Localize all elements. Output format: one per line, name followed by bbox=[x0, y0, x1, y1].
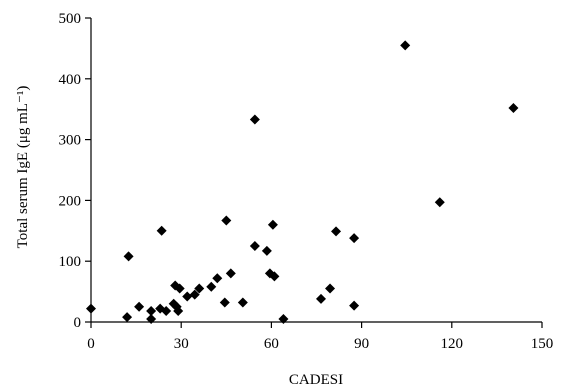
data-point bbox=[86, 303, 96, 314]
y-tick-label: 100 bbox=[59, 254, 82, 270]
data-point bbox=[122, 312, 133, 323]
data-point bbox=[249, 114, 260, 125]
x-axis-title: CADESI bbox=[289, 372, 343, 388]
y-tick-label: 300 bbox=[59, 133, 82, 149]
data-point bbox=[189, 289, 200, 300]
data-point bbox=[146, 313, 157, 324]
data-point bbox=[182, 291, 193, 302]
data-point bbox=[194, 283, 205, 294]
data-point bbox=[267, 219, 278, 230]
y-tick-label: 500 bbox=[59, 11, 82, 27]
y-axis-title: Total serum IgE (μg mL⁻¹) bbox=[15, 86, 31, 249]
data-point bbox=[278, 313, 289, 324]
data-point bbox=[349, 233, 360, 244]
x-tick-label: 60 bbox=[264, 336, 279, 352]
x-tick-label: 150 bbox=[531, 336, 554, 352]
x-tick-label: 120 bbox=[441, 336, 464, 352]
data-point bbox=[249, 241, 260, 251]
data-point bbox=[212, 273, 223, 284]
data-point bbox=[434, 197, 445, 208]
data-point bbox=[325, 283, 336, 294]
y-tick-label: 200 bbox=[59, 193, 82, 209]
data-point bbox=[173, 306, 184, 317]
data-point bbox=[261, 245, 272, 256]
data-point bbox=[134, 301, 145, 312]
data-point bbox=[174, 283, 185, 294]
y-tick-label: 0 bbox=[74, 315, 82, 331]
data-point bbox=[349, 300, 360, 311]
data-point bbox=[221, 215, 232, 226]
data-point bbox=[237, 297, 248, 308]
x-tick-label: 0 bbox=[87, 336, 95, 352]
axes: 0 30 60 90 120 150 0 100 200 300 400 500 bbox=[59, 11, 554, 352]
data-point bbox=[161, 306, 172, 317]
data-point bbox=[219, 297, 230, 308]
data-point bbox=[331, 226, 342, 237]
data-points bbox=[86, 40, 519, 324]
data-point bbox=[225, 268, 236, 279]
data-point bbox=[269, 271, 280, 282]
y-tick-label: 400 bbox=[59, 72, 82, 88]
data-point bbox=[146, 306, 157, 317]
x-tick-label: 30 bbox=[174, 336, 189, 352]
x-tick-label: 90 bbox=[354, 336, 369, 352]
data-point bbox=[508, 102, 519, 113]
data-point bbox=[400, 40, 411, 51]
data-point bbox=[316, 293, 327, 304]
data-point bbox=[206, 281, 217, 292]
data-point bbox=[156, 225, 167, 236]
data-point bbox=[123, 251, 134, 262]
